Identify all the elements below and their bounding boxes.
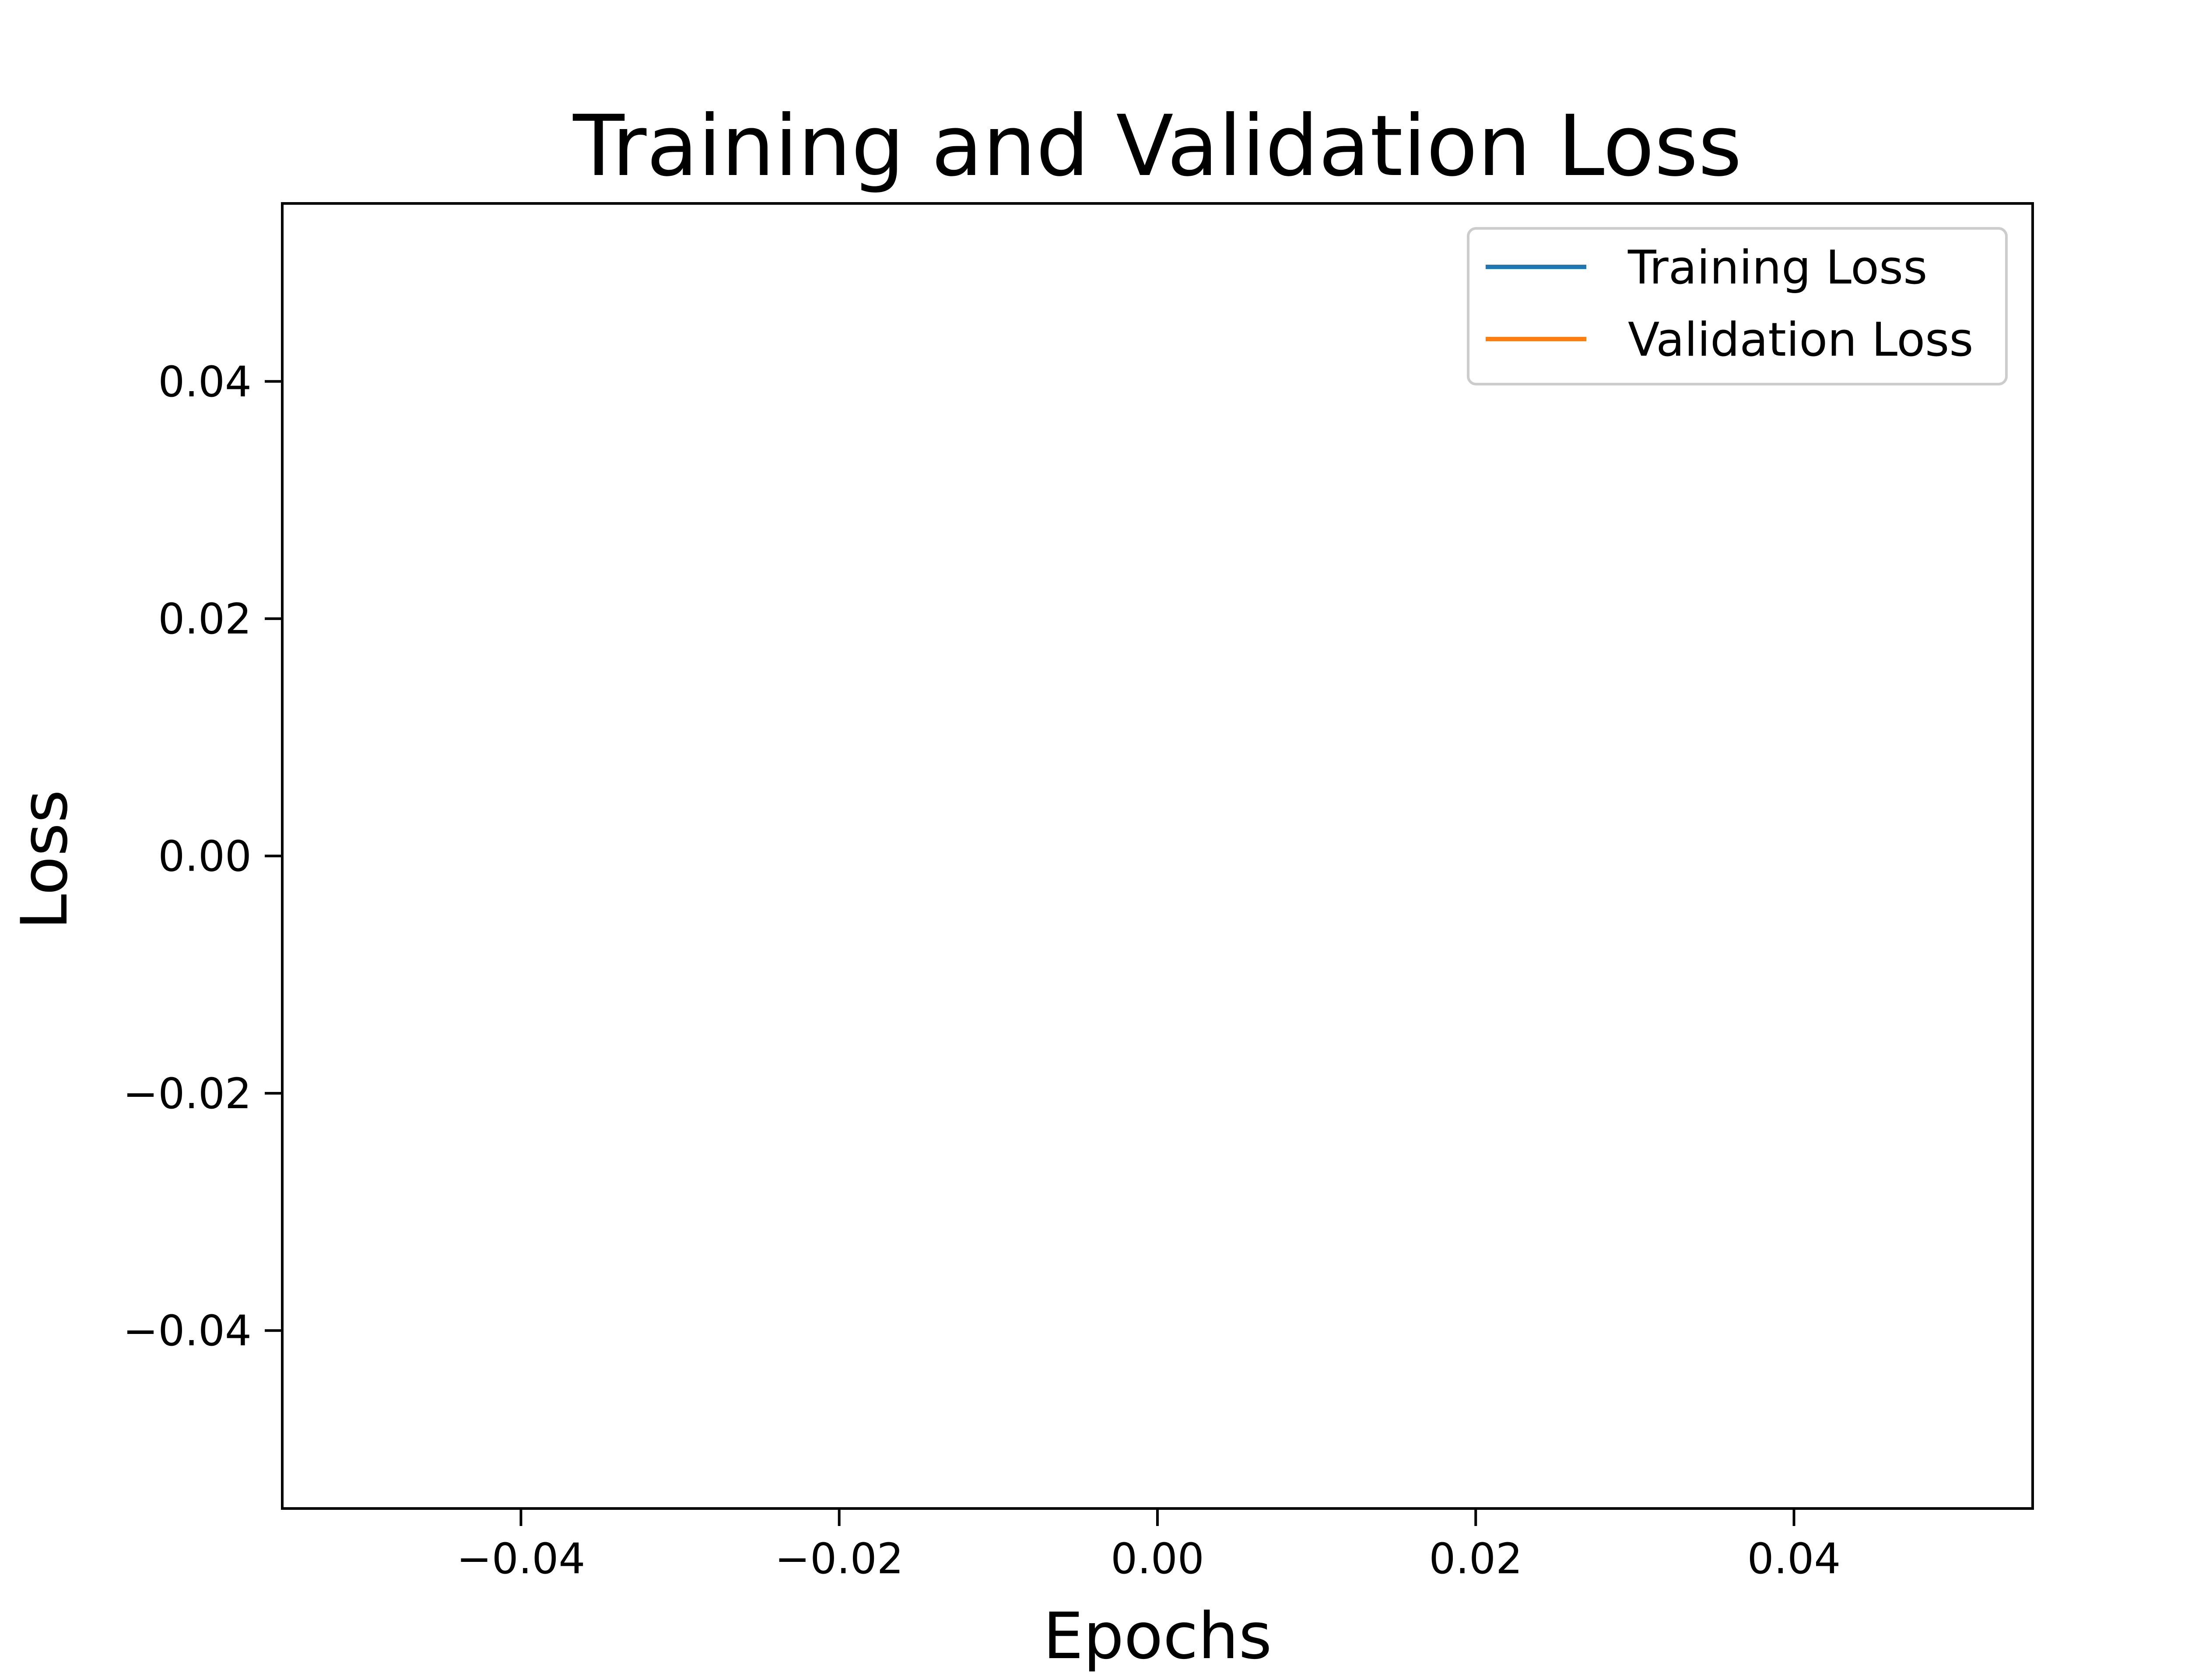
x-axis-ticks: −0.04 −0.02 0.00 0.02 0.04 bbox=[456, 1508, 1841, 1583]
y-tick-label: 0.00 bbox=[158, 832, 252, 881]
y-tick-label: −0.04 bbox=[123, 1306, 252, 1355]
x-tick-label: −0.02 bbox=[775, 1534, 904, 1583]
legend: Training Loss Validation Loss bbox=[1467, 227, 2008, 385]
y-tick-label: 0.02 bbox=[158, 595, 252, 644]
y-tick-label: −0.02 bbox=[123, 1069, 252, 1118]
x-tick-label: 0.02 bbox=[1429, 1534, 1522, 1583]
chart-title: Training and Validation Loss bbox=[572, 98, 1742, 195]
legend-label-training-loss: Training Loss bbox=[1627, 241, 1927, 294]
x-axis-title: Epochs bbox=[1043, 1599, 1272, 1673]
legend-box bbox=[1467, 227, 2008, 385]
x-tick-label: 0.04 bbox=[1747, 1534, 1841, 1583]
y-axis-ticks: 0.04 0.02 0.00 −0.02 −0.04 bbox=[123, 357, 282, 1355]
x-tick-label: −0.04 bbox=[456, 1534, 585, 1583]
legend-label-validation-loss: Validation Loss bbox=[1628, 313, 1974, 367]
y-axis-title: Loss bbox=[7, 790, 82, 930]
x-tick-label: 0.00 bbox=[1111, 1534, 1204, 1583]
y-tick-label: 0.04 bbox=[158, 357, 252, 406]
